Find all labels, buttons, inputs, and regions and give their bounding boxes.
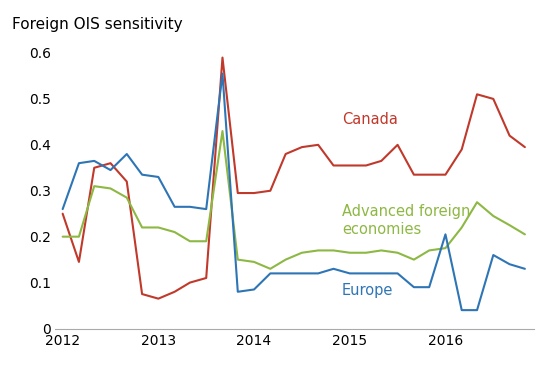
Text: Foreign OIS sensitivity: Foreign OIS sensitivity [12, 18, 183, 32]
Text: Europe: Europe [342, 283, 393, 298]
Text: Canada: Canada [342, 112, 398, 127]
Text: Advanced foreign
economies: Advanced foreign economies [342, 204, 470, 237]
